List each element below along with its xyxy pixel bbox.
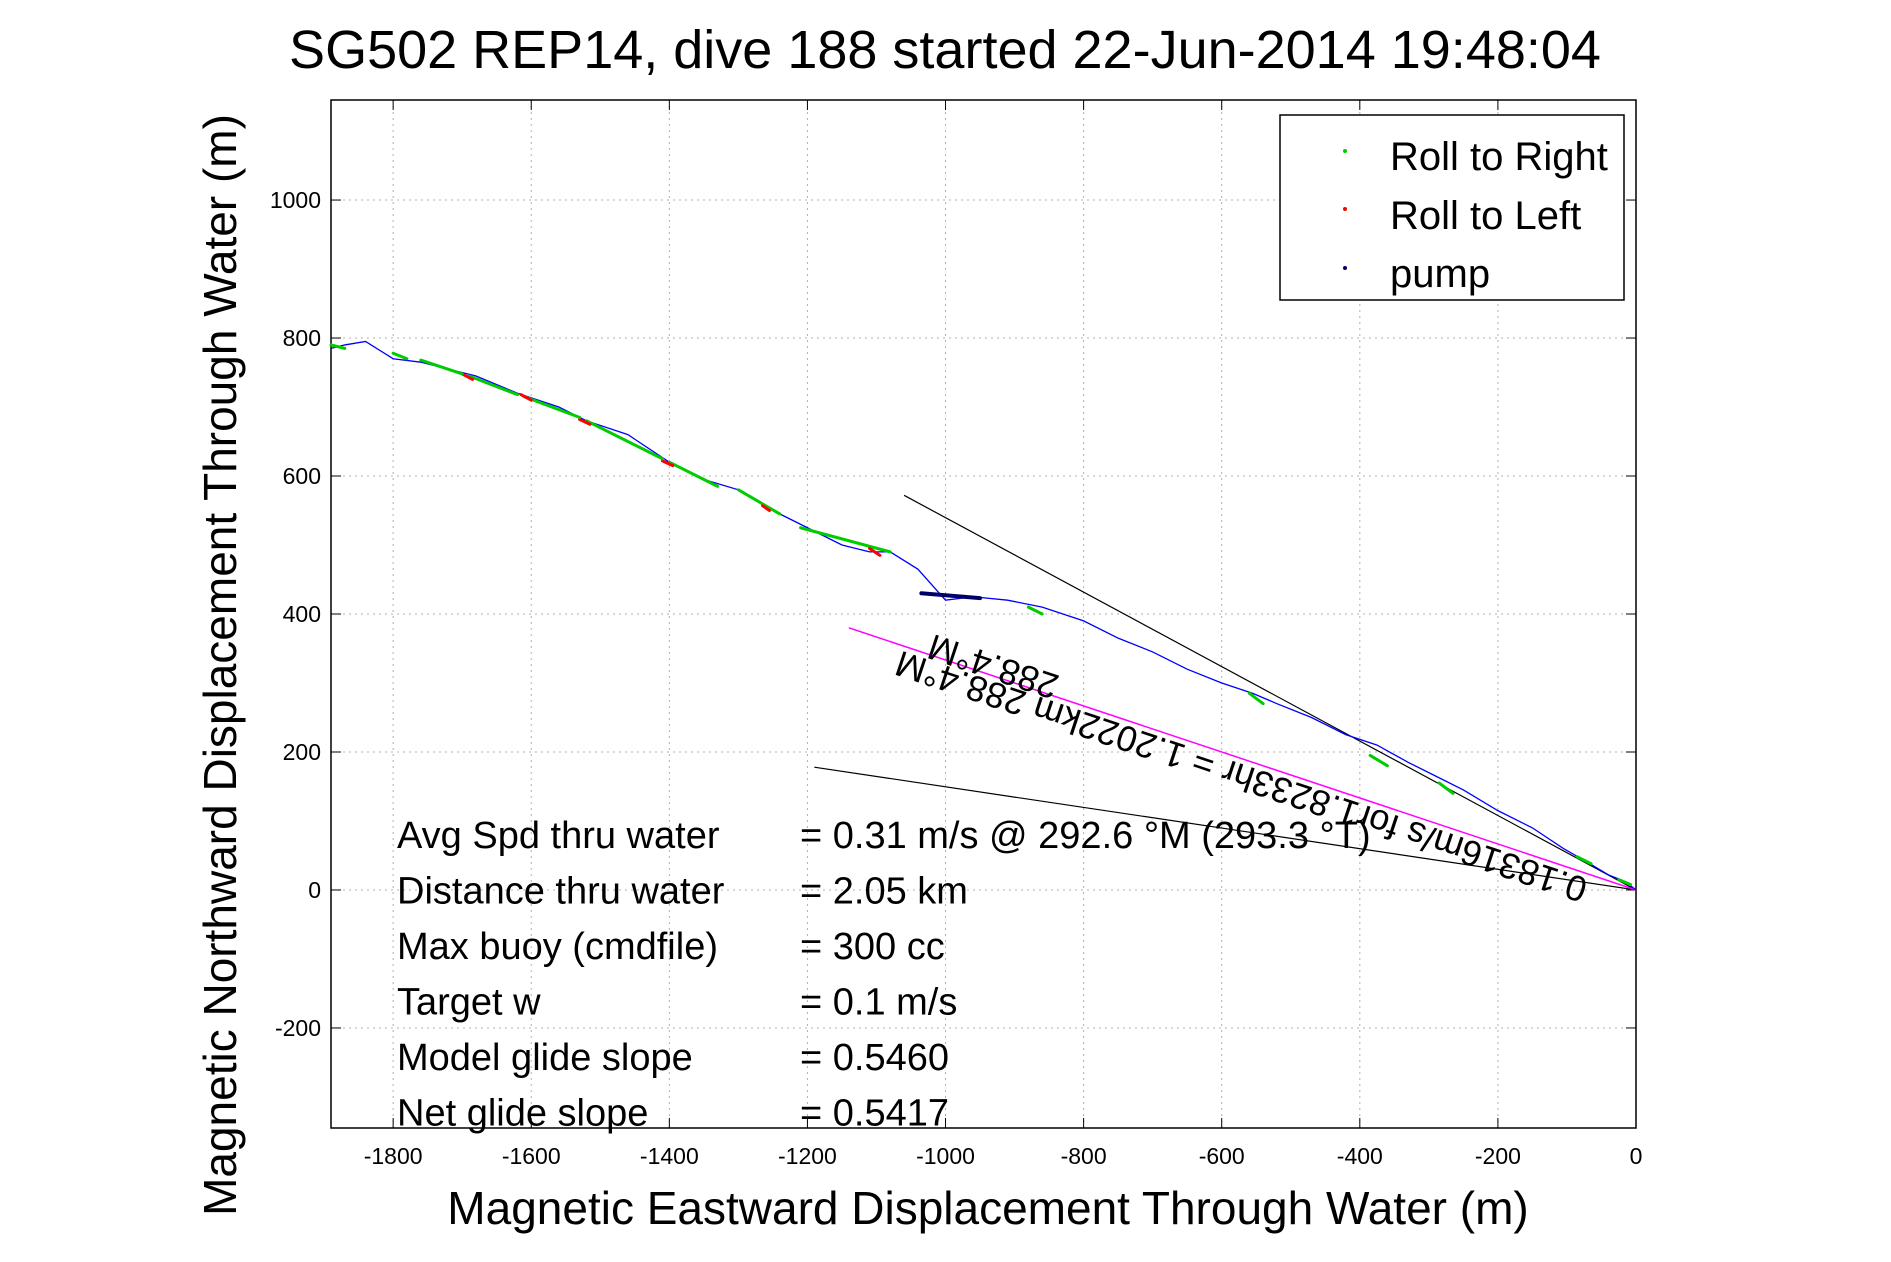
- x-tick-label: 0: [1630, 1143, 1643, 1169]
- x-tick-label: -400: [1337, 1143, 1383, 1169]
- y-tick-label: 600: [283, 463, 321, 489]
- track-series: [330, 340, 1637, 891]
- stat-value: = 0.1 m/s: [800, 982, 957, 1024]
- segment-roll-to-left: [868, 546, 882, 557]
- stat-label: Model glide slope: [397, 1037, 693, 1079]
- legend-marker-roll-right: [1343, 149, 1347, 153]
- stats-block: Avg Spd thru water = 0.31 m/s @ 292.6 °M …: [397, 815, 1371, 1135]
- legend-label-pump: pump: [1390, 252, 1490, 296]
- y-tick-label: 200: [283, 739, 321, 765]
- y-axis-label: Magnetic Northward Displacement Through …: [194, 114, 246, 1216]
- vector-lines: [814, 494, 1637, 891]
- segment-pump: [919, 591, 983, 601]
- legend-marker-pump: [1343, 266, 1347, 270]
- segment-roll-to-right: [419, 358, 464, 376]
- chart-title: SG502 REP14, dive 188 started 22-Jun-201…: [289, 20, 1601, 80]
- y-tick-label: 800: [283, 325, 321, 351]
- segment-roll-to-right: [1575, 855, 1593, 866]
- y-axis-ticks: -200 0 200 400 600 800 1000: [270, 187, 1636, 1041]
- legend-box: [1279, 114, 1625, 301]
- segment-roll-to-right: [1368, 753, 1389, 768]
- legend-label-roll-right: Roll to Right: [1390, 135, 1608, 179]
- stat-label: Avg Spd thru water: [397, 815, 720, 857]
- current-vector-line: [814, 766, 1637, 891]
- segment-roll-to-right: [522, 395, 582, 419]
- segment-roll-to-right: [667, 460, 720, 488]
- stat-label: Max buoy (cmdfile): [397, 926, 718, 968]
- segment-roll-to-right: [467, 374, 519, 397]
- x-tick-label: -600: [1199, 1143, 1245, 1169]
- legend-marker-roll-left: [1343, 207, 1347, 211]
- segment-roll-to-right: [329, 343, 347, 350]
- legend: Roll to Right Roll to Left pump: [1279, 114, 1625, 301]
- segment-roll-to-left: [578, 417, 592, 426]
- x-tick-label: -1200: [778, 1143, 837, 1169]
- current-vector-line: [903, 494, 1637, 891]
- segment-roll-to-right: [1617, 878, 1632, 886]
- stat-value: = 2.05 km: [800, 871, 968, 913]
- segment-roll-to-right: [391, 351, 409, 361]
- stat-label: Distance thru water: [397, 871, 725, 913]
- x-axis-label: Magnetic Eastward Displacement Through W…: [447, 1182, 1528, 1234]
- x-axis-ticks: -1800 -1600 -1400 -1200 -1000 -800 -600 -400 -20…: [364, 100, 1643, 1169]
- stat-value: = 300 cc: [800, 926, 945, 968]
- y-tick-label: 0: [308, 877, 321, 903]
- x-tick-label: -1600: [502, 1143, 561, 1169]
- segment-roll-to-left: [660, 459, 675, 468]
- stat-label: Target w: [397, 982, 541, 1024]
- x-tick-label: -1800: [364, 1143, 423, 1169]
- x-tick-label: -800: [1061, 1143, 1107, 1169]
- segment-roll-to-left: [519, 393, 533, 402]
- segment-roll-to-right: [799, 526, 892, 554]
- x-tick-label: -200: [1475, 1143, 1521, 1169]
- avg-vector-line: [848, 627, 1637, 891]
- y-tick-label: -200: [275, 1015, 321, 1041]
- segment-roll-to-right: [1437, 781, 1455, 795]
- x-tick-label: -1000: [916, 1143, 975, 1169]
- track-line: [330, 340, 1637, 891]
- x-tick-label: -1400: [640, 1143, 699, 1169]
- stat-value: = 0.31 m/s @ 292.6 °M (293.3 °T): [800, 815, 1371, 857]
- legend-label-roll-left: Roll to Left: [1390, 194, 1581, 238]
- stat-value: = 0.5417: [800, 1093, 949, 1135]
- roll-segments: [329, 343, 1632, 886]
- segment-roll-to-right: [584, 419, 664, 461]
- y-tick-label: 400: [283, 601, 321, 627]
- segment-roll-to-right: [1026, 605, 1044, 616]
- stat-value: = 0.5460: [800, 1037, 949, 1079]
- segment-roll-to-left: [460, 372, 475, 381]
- segment-roll-to-right: [1247, 691, 1265, 706]
- segment-roll-to-left: [761, 504, 771, 513]
- segment-roll-to-right: [736, 488, 782, 516]
- y-tick-label: 1000: [270, 187, 321, 213]
- stat-label: Net glide slope: [397, 1093, 648, 1135]
